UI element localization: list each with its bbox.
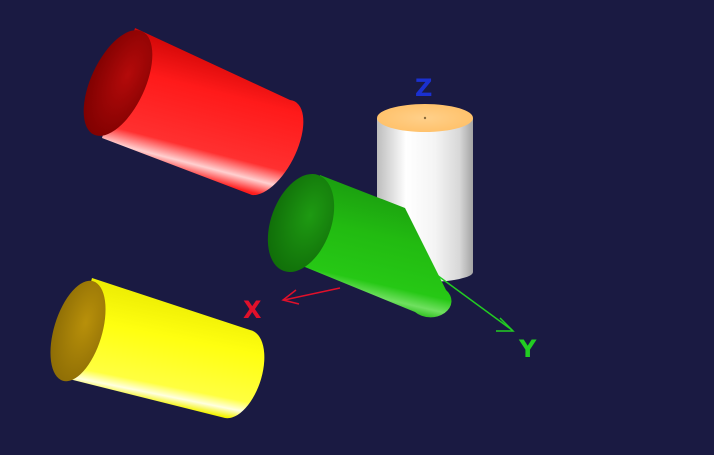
y-axis-label: Y	[518, 335, 537, 363]
x-axis-arrow	[281, 287, 341, 305]
green-cylinder[interactable]	[255, 165, 452, 318]
y-axis-arrow	[429, 269, 515, 332]
red-cylinder[interactable]	[69, 20, 304, 196]
yellow-cylinder[interactable]	[40, 274, 265, 419]
cap-center-dot	[423, 116, 427, 120]
z-axis-label: Z	[415, 74, 432, 102]
x-axis-label: X	[243, 296, 262, 324]
